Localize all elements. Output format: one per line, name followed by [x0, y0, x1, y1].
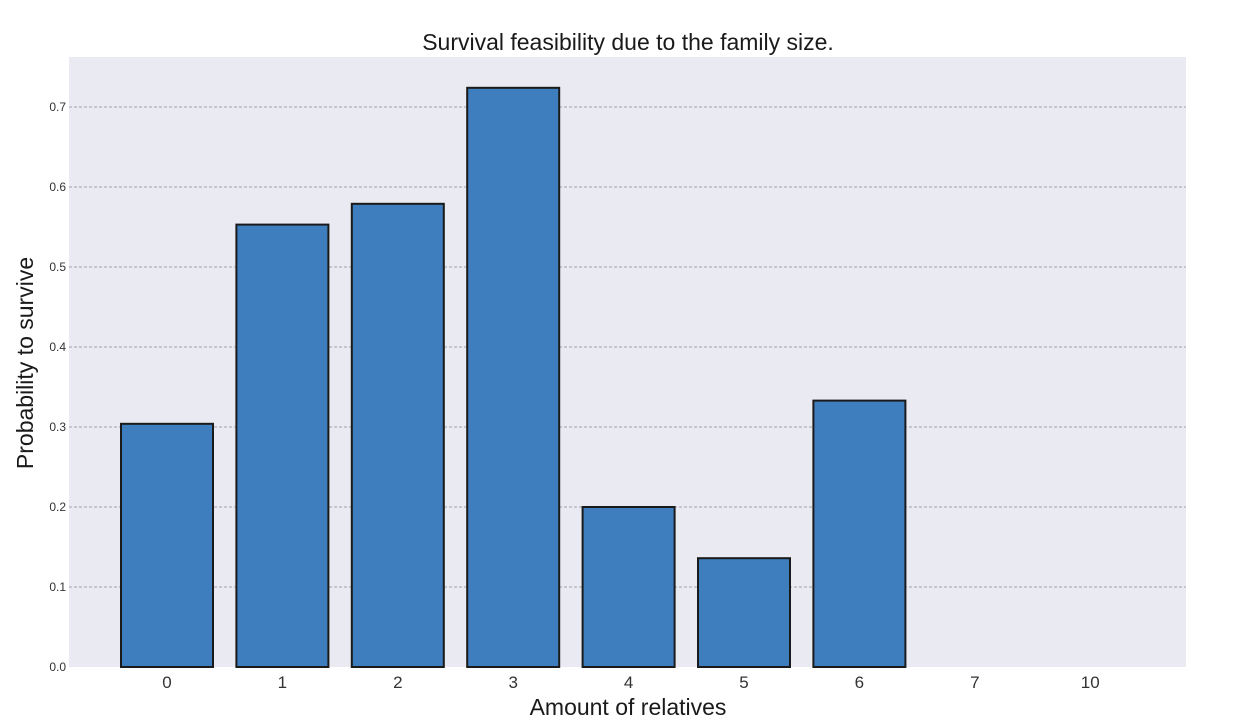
x-tick-label: 0 — [162, 673, 171, 692]
y-tick-label: 0.3 — [49, 420, 66, 434]
bar-3 — [466, 86, 561, 669]
bar-6 — [812, 399, 907, 668]
y-tick-label: 0.6 — [49, 180, 66, 194]
y-tick-label: 0.5 — [49, 260, 66, 274]
bar-5 — [697, 557, 791, 669]
y-tick-label: 0.7 — [49, 100, 66, 114]
x-tick-label: 5 — [739, 673, 748, 692]
x-tick-label: 10 — [1081, 673, 1100, 692]
bar-4 — [581, 506, 676, 668]
x-axis-ticks: 0 1 2 3 4 5 6 7 10 — [162, 673, 1099, 692]
x-tick-label: 3 — [508, 673, 517, 692]
bar-2 — [350, 202, 445, 669]
chart-title: Survival feasibility due to the family s… — [422, 29, 834, 55]
x-tick-label: 1 — [278, 673, 287, 692]
y-axis-ticks: 0.0 0.1 0.2 0.3 0.4 0.5 0.6 0.7 — [49, 100, 66, 674]
x-axis-label: Amount of relatives — [530, 694, 727, 720]
y-axis-label: Probability to survive — [12, 257, 38, 469]
x-tick-label: 6 — [855, 673, 864, 692]
x-tick-label: 4 — [624, 673, 633, 692]
y-tick-label: 0.4 — [49, 340, 66, 354]
y-tick-label: 0.1 — [49, 580, 66, 594]
x-tick-label: 2 — [393, 673, 402, 692]
bar-1 — [235, 223, 330, 668]
bars — [120, 86, 907, 669]
y-tick-label: 0.0 — [49, 660, 66, 674]
y-tick-label: 0.2 — [49, 500, 66, 514]
x-tick-label: 7 — [970, 673, 979, 692]
bar-0 — [120, 422, 214, 668]
